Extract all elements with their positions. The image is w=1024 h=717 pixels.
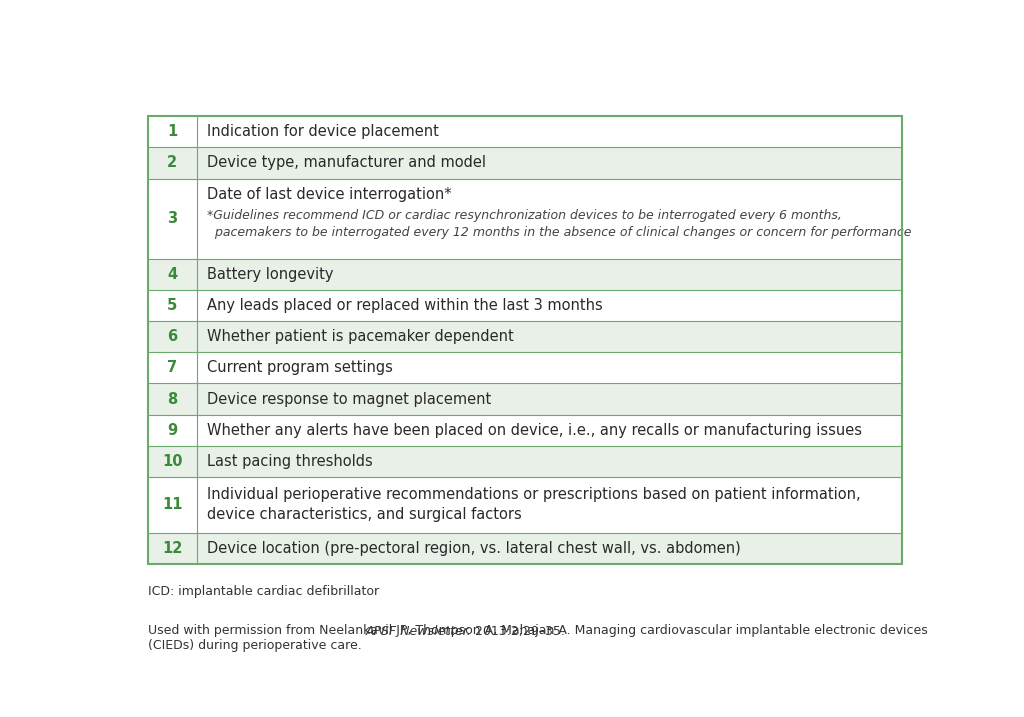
- Text: 6: 6: [167, 329, 177, 344]
- Bar: [147, 384, 197, 414]
- Text: 7: 7: [167, 361, 177, 376]
- Text: 2: 2: [167, 156, 177, 171]
- Text: 1: 1: [167, 125, 177, 139]
- Bar: [197, 260, 902, 290]
- Bar: [147, 321, 197, 353]
- Bar: [147, 290, 197, 321]
- Text: Date of last device interrogation*: Date of last device interrogation*: [207, 186, 452, 201]
- Text: Current program settings: Current program settings: [207, 361, 393, 376]
- Text: Individual perioperative recommendations or prescriptions based on patient infor: Individual perioperative recommendations…: [207, 487, 861, 522]
- Bar: [147, 116, 902, 564]
- Bar: [147, 477, 197, 533]
- Bar: [197, 148, 902, 179]
- Bar: [147, 353, 197, 384]
- Bar: [147, 445, 197, 477]
- Bar: [147, 533, 197, 564]
- Text: Battery longevity: Battery longevity: [207, 267, 334, 282]
- Bar: [197, 445, 902, 477]
- Text: 4: 4: [167, 267, 177, 282]
- Bar: [197, 384, 902, 414]
- Bar: [147, 414, 197, 445]
- Text: 9: 9: [167, 422, 177, 437]
- Text: 8: 8: [167, 391, 177, 407]
- Text: Whether patient is pacemaker dependent: Whether patient is pacemaker dependent: [207, 329, 514, 344]
- Bar: [147, 260, 197, 290]
- Text: 5: 5: [167, 298, 177, 313]
- Text: 11: 11: [162, 497, 182, 512]
- Bar: [197, 321, 902, 353]
- Text: Device location (pre-pectoral region, vs. lateral chest wall, vs. abdomen): Device location (pre-pectoral region, vs…: [207, 541, 741, 556]
- Text: 3: 3: [167, 212, 177, 227]
- Bar: [197, 353, 902, 384]
- Text: Indication for device placement: Indication for device placement: [207, 125, 439, 139]
- Text: Device response to magnet placement: Device response to magnet placement: [207, 391, 492, 407]
- Text: APSF Newsletter.: APSF Newsletter.: [366, 625, 471, 638]
- Text: Any leads placed or replaced within the last 3 months: Any leads placed or replaced within the …: [207, 298, 603, 313]
- Bar: [147, 148, 197, 179]
- Text: 10: 10: [162, 454, 182, 469]
- Bar: [197, 533, 902, 564]
- Text: 12: 12: [162, 541, 182, 556]
- Text: ICD: implantable cardiac defibrillator: ICD: implantable cardiac defibrillator: [147, 584, 379, 597]
- Bar: [197, 414, 902, 445]
- Text: Last pacing thresholds: Last pacing thresholds: [207, 454, 373, 469]
- Text: Used with permission from Neelankavil JP, Thompson A, Mahajan A. Managing cardio: Used with permission from Neelankavil JP…: [147, 625, 928, 652]
- Text: Device type, manufacturer and model: Device type, manufacturer and model: [207, 156, 486, 171]
- Bar: [147, 116, 197, 148]
- Bar: [197, 179, 902, 260]
- Bar: [147, 179, 197, 260]
- Bar: [197, 477, 902, 533]
- Bar: [197, 290, 902, 321]
- Text: *Guidelines recommend ICD or cardiac resynchronization devices to be interrogate: *Guidelines recommend ICD or cardiac res…: [207, 209, 911, 239]
- Text: Whether any alerts have been placed on device, i.e., any recalls or manufacturin: Whether any alerts have been placed on d…: [207, 422, 862, 437]
- Bar: [197, 116, 902, 148]
- Text: 2013:2;29–35.: 2013:2;29–35.: [471, 625, 565, 638]
